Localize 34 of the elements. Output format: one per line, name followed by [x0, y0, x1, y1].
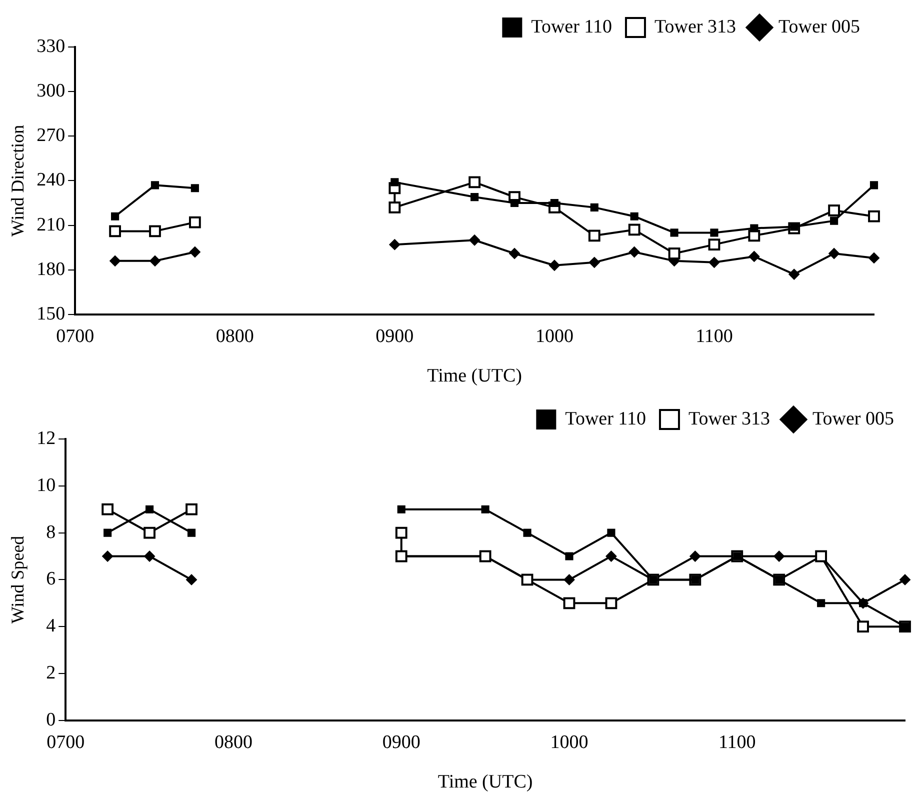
y-tick-label: 270: [36, 125, 66, 146]
legend-label: Tower 110: [531, 16, 612, 38]
y-tick-label: 330: [36, 36, 66, 57]
x-tick-label: 0700: [56, 326, 94, 347]
legend-label: Tower 005: [778, 16, 860, 38]
y-tick-label: 180: [36, 258, 66, 280]
y-tick-label: 150: [36, 303, 66, 324]
legend-label: Tower 313: [654, 16, 736, 38]
legend-label: Tower 313: [688, 408, 770, 430]
y-tick-label: 240: [36, 170, 66, 191]
legend-label: Tower 110: [565, 408, 646, 430]
x-tick-label: 0800: [214, 732, 252, 753]
y-tick-label: 210: [36, 214, 66, 236]
y-tick-label: 8: [46, 522, 56, 543]
x-axis-title: Time (UTC): [427, 366, 522, 387]
y-axis-title: Wind Direction: [8, 124, 28, 237]
x-tick-label: 0900: [382, 732, 420, 753]
y-tick-label: 6: [46, 568, 56, 590]
y-tick-label: 2: [46, 662, 56, 684]
x-axis-title: Time (UTC): [438, 772, 533, 793]
x-tick-label: 1000: [535, 326, 574, 347]
y-tick-label: 12: [36, 428, 56, 449]
x-tick-label: 1000: [550, 732, 588, 753]
x-tick-label: 0800: [216, 326, 254, 347]
y-axis-title: Wind Speed: [8, 536, 28, 624]
y-tick-label: 300: [36, 80, 66, 102]
y-tick-label: 0: [46, 709, 56, 730]
x-tick-label: 0900: [376, 326, 414, 347]
x-tick-label: 1100: [696, 326, 733, 347]
y-tick-label: 4: [46, 616, 56, 637]
x-tick-label: 1100: [718, 732, 756, 753]
legend-label: Tower 005: [812, 408, 894, 430]
y-tick-label: 10: [36, 474, 56, 496]
x-tick-label: 0700: [46, 732, 85, 753]
